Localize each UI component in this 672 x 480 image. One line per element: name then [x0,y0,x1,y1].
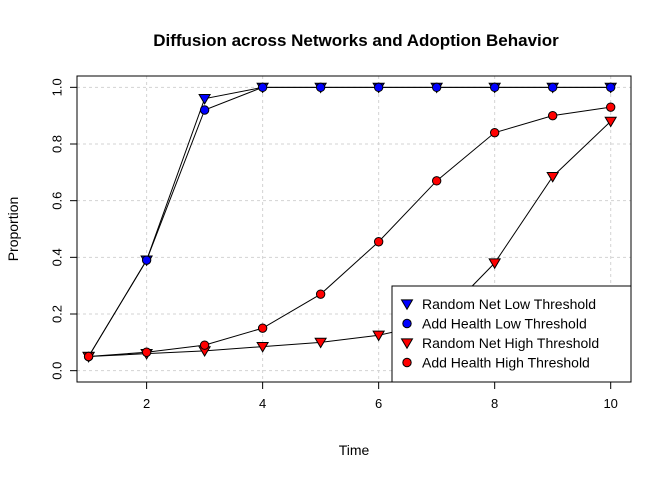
legend-marker-3 [400,338,414,350]
data-point-series-2 [315,82,326,93]
data-point-series-2 [199,105,210,115]
x-tick-label: 6 [375,396,382,411]
data-point-series-3 [546,171,560,183]
series-line-3 [88,120,612,357]
x-axis: 2 4 6 8 10 [143,382,618,411]
data-point-series-2 [605,82,616,93]
series-markers [82,82,618,363]
x-tick-label: 2 [143,396,150,411]
y-tick-label: 0.8 [50,135,65,153]
x-tick-label: 10 [603,396,617,411]
data-point-series-4 [373,237,384,247]
legend: Random Net Low Threshold Add Health Low T… [391,285,632,383]
legend-marker-1 [400,299,414,311]
legend-entry-2: Add Health Low Threshold [422,316,587,332]
data-point-series-2 [141,255,152,265]
series-line-4 [88,106,611,357]
data-point-series-4 [547,110,558,121]
x-tick-label: 8 [491,396,498,411]
data-point-series-4 [83,351,94,362]
data-point-series-4 [605,102,616,112]
data-point-series-2 [431,82,442,93]
x-tick-label: 4 [259,396,266,411]
data-point-series-2 [547,82,558,93]
data-point-series-4 [199,340,210,350]
x-axis-label: Time [339,442,370,458]
y-tick-label: 0.4 [50,248,65,266]
data-point-series-3 [488,258,502,270]
legend-box [391,285,632,383]
legend-entry-1: Random Net Low Threshold [422,296,596,312]
series-lines [88,86,612,357]
data-point-series-3 [314,337,328,349]
y-tick-label: 0.0 [50,362,65,380]
plot-frame [76,75,632,383]
y-tick-label: 0.6 [50,192,65,210]
data-point-series-3 [256,341,270,353]
data-point-series-4 [257,323,268,333]
legend-marker-2 [402,318,412,329]
data-point-series-2 [373,82,384,93]
y-axis-label: Proportion [5,197,21,262]
data-point-series-1 [198,94,211,105]
chart-title: Diffusion across Networks and Adoption B… [153,31,559,50]
data-point-series-4 [315,289,326,299]
y-axis: 0.0 0.2 0.4 0.6 0.8 1.0 [50,78,77,380]
y-tick-label: 1.0 [50,78,65,96]
data-point-series-4 [141,347,152,357]
data-point-series-2 [257,82,268,93]
legend-marker-4 [402,357,412,368]
data-point-series-3 [372,330,386,342]
data-point-series-4 [431,176,442,186]
legend-entry-4: Add Health High Threshold [422,355,590,371]
series-line-2 [88,86,611,357]
data-point-series-4 [489,127,500,138]
legend-entry-3: Random Net High Threshold [422,335,599,351]
y-tick-label: 0.2 [50,305,65,323]
data-point-series-2 [489,82,500,93]
data-point-series-3 [604,116,618,128]
